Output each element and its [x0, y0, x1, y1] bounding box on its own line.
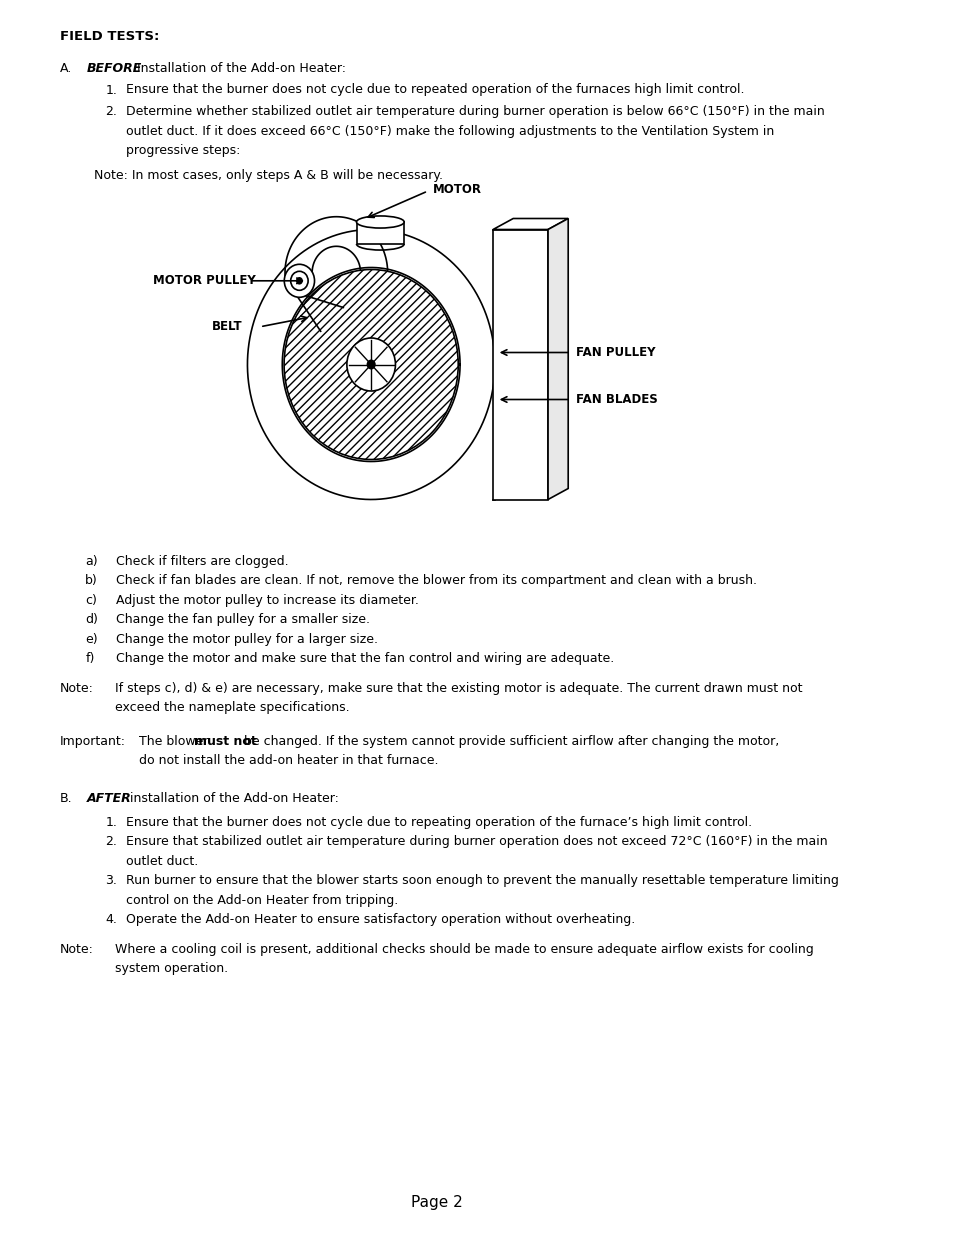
- Text: Change the motor and make sure that the fan control and wiring are adequate.: Change the motor and make sure that the …: [116, 652, 614, 664]
- Text: Where a cooling coil is present, additional checks should be made to ensure adeq: Where a cooling coil is present, additio…: [114, 942, 813, 956]
- Text: Note: In most cases, only steps A & B will be necessary.: Note: In most cases, only steps A & B wi…: [94, 169, 443, 183]
- Text: Note:: Note:: [59, 682, 93, 694]
- Circle shape: [347, 338, 395, 391]
- Text: The blower: The blower: [139, 735, 213, 747]
- Text: AFTER: AFTER: [87, 792, 132, 805]
- Text: Important:: Important:: [59, 735, 126, 747]
- Text: d): d): [85, 613, 98, 626]
- Text: exceed the nameplate specifications.: exceed the nameplate specifications.: [114, 701, 349, 714]
- Text: 2.: 2.: [105, 105, 117, 119]
- Text: Run burner to ensure that the blower starts soon enough to prevent the manually : Run burner to ensure that the blower sta…: [126, 874, 838, 887]
- Text: outlet duct. If it does exceed 66°C (150°F) make the following adjustments to th: outlet duct. If it does exceed 66°C (150…: [126, 125, 773, 137]
- Text: BELT: BELT: [213, 320, 243, 333]
- Text: Change the motor pulley for a larger size.: Change the motor pulley for a larger siz…: [116, 632, 378, 646]
- Text: BEFORE: BEFORE: [87, 62, 142, 75]
- Text: Check if fan blades are clean. If not, remove the blower from its compartment an: Check if fan blades are clean. If not, r…: [116, 574, 757, 587]
- Text: installation of the Add-on Heater:: installation of the Add-on Heater:: [127, 792, 339, 805]
- Text: 3.: 3.: [105, 874, 117, 887]
- Text: e): e): [85, 632, 98, 646]
- Text: Check if filters are clogged.: Check if filters are clogged.: [116, 555, 289, 568]
- Polygon shape: [547, 219, 568, 499]
- Text: c): c): [85, 594, 97, 606]
- Circle shape: [295, 277, 302, 284]
- Text: do not install the add-on heater in that furnace.: do not install the add-on heater in that…: [139, 755, 438, 767]
- Text: Installation of the Add-on Heater:: Installation of the Add-on Heater:: [132, 62, 346, 75]
- Text: FAN PULLEY: FAN PULLEY: [575, 346, 655, 359]
- Text: 2.: 2.: [105, 835, 117, 848]
- Text: Change the fan pulley for a smaller size.: Change the fan pulley for a smaller size…: [116, 613, 370, 626]
- Ellipse shape: [356, 216, 404, 228]
- Text: Page 2: Page 2: [411, 1195, 462, 1210]
- Circle shape: [366, 359, 375, 369]
- Text: Ensure that the burner does not cycle due to repeated operation of the furnaces : Ensure that the burner does not cycle du…: [126, 84, 743, 96]
- Text: MOTOR: MOTOR: [432, 183, 481, 195]
- Text: f): f): [85, 652, 94, 664]
- Text: FIELD TESTS:: FIELD TESTS:: [59, 30, 159, 43]
- Text: a): a): [85, 555, 98, 568]
- Text: Ensure that stabilized outlet air temperature during burner operation does not e: Ensure that stabilized outlet air temper…: [126, 835, 826, 848]
- Text: Ensure that the burner does not cycle due to repeating operation of the furnace’: Ensure that the burner does not cycle du…: [126, 815, 751, 829]
- Text: be changed. If the system cannot provide sufficient airflow after changing the m: be changed. If the system cannot provide…: [239, 735, 778, 747]
- Text: progressive steps:: progressive steps:: [126, 144, 239, 157]
- Bar: [493, 230, 547, 499]
- Text: FAN BLADES: FAN BLADES: [575, 393, 657, 406]
- Bar: [356, 222, 404, 245]
- Text: control on the Add-on Heater from tripping.: control on the Add-on Heater from trippi…: [126, 893, 397, 906]
- Text: Adjust the motor pulley to increase its diameter.: Adjust the motor pulley to increase its …: [116, 594, 418, 606]
- Text: Determine whether stabilized outlet air temperature during burner operation is b: Determine whether stabilized outlet air …: [126, 105, 823, 119]
- Text: If steps c), d) & e) are necessary, make sure that the existing motor is adequat: If steps c), d) & e) are necessary, make…: [114, 682, 801, 694]
- Circle shape: [284, 269, 457, 459]
- Text: MOTOR PULLEY: MOTOR PULLEY: [152, 274, 255, 288]
- Text: B.: B.: [59, 792, 72, 805]
- Text: outlet duct.: outlet duct.: [126, 855, 197, 867]
- Circle shape: [284, 264, 314, 298]
- Text: Operate the Add-on Heater to ensure satisfactory operation without overheating.: Operate the Add-on Heater to ensure sati…: [126, 913, 634, 926]
- Polygon shape: [493, 219, 568, 230]
- Text: Note:: Note:: [59, 942, 93, 956]
- Text: 4.: 4.: [105, 913, 117, 926]
- Circle shape: [291, 272, 308, 290]
- Text: must not: must not: [193, 735, 256, 747]
- Text: 1.: 1.: [105, 815, 117, 829]
- Text: b): b): [85, 574, 98, 587]
- Text: system operation.: system operation.: [114, 962, 228, 974]
- Text: A.: A.: [59, 62, 71, 75]
- Text: 1.: 1.: [105, 84, 117, 96]
